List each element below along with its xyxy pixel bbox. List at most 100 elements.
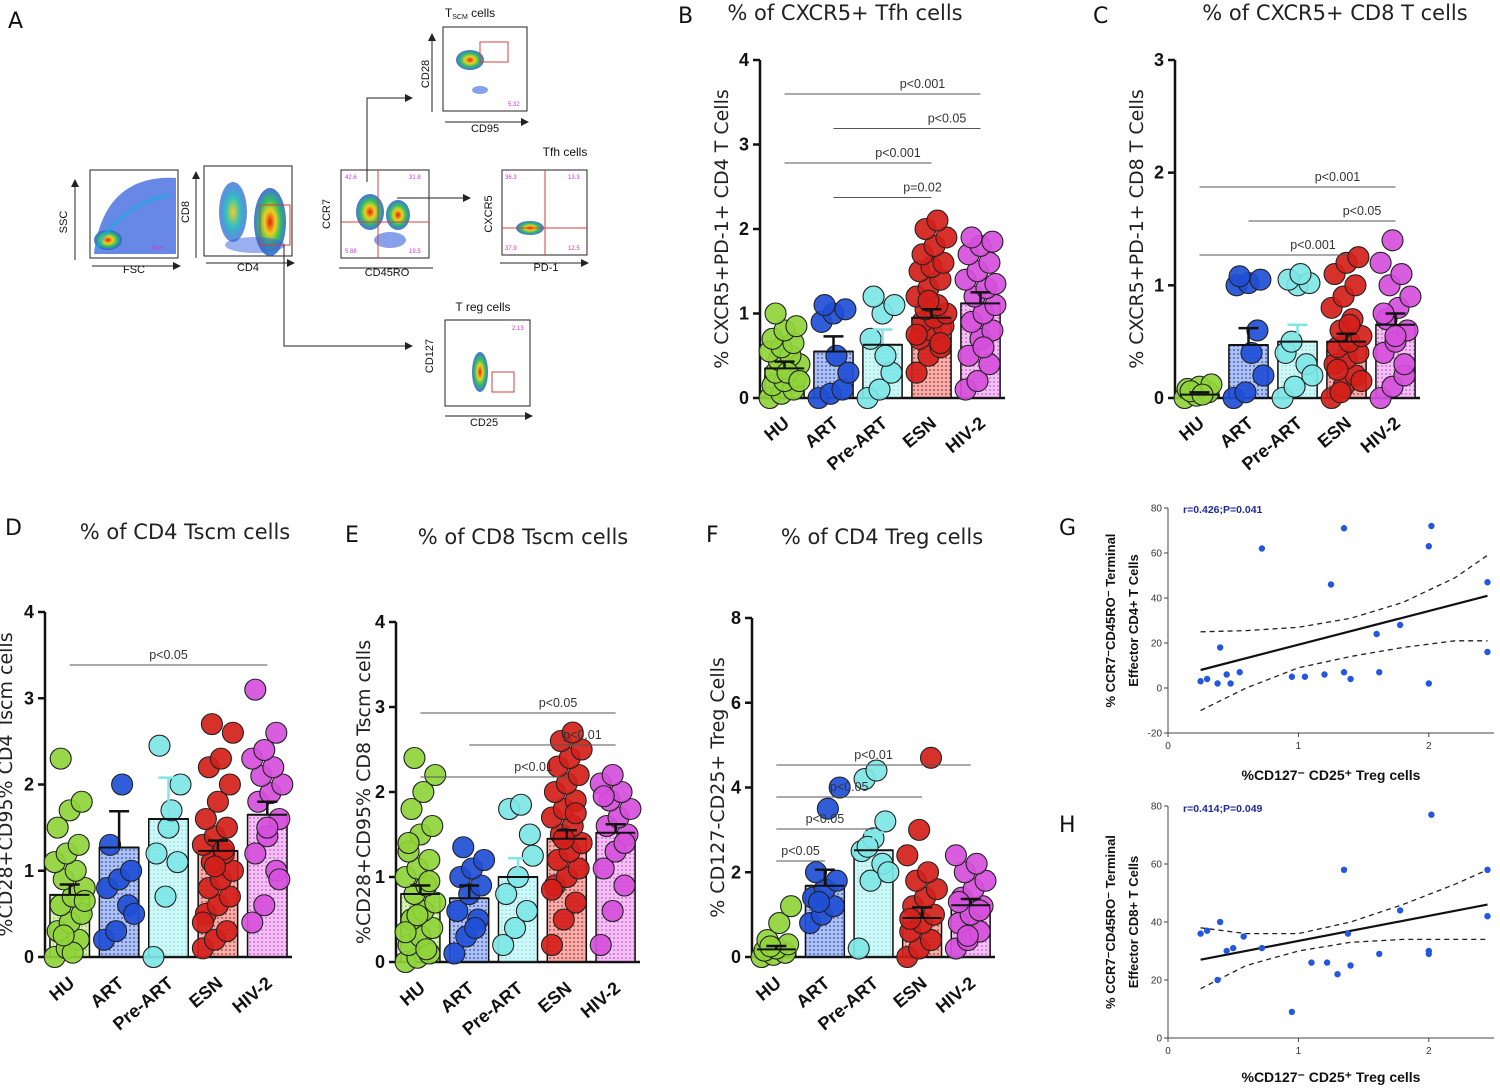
scatter-point	[1203, 927, 1211, 934]
scatter-point	[1230, 944, 1237, 952]
data-point	[540, 933, 564, 957]
y-tick-label: 1	[375, 867, 385, 887]
bar-chart-f: % of CD4 Treg cells % CD127-CD25+ Treg Ce…	[707, 525, 997, 1034]
data-point	[564, 891, 587, 914]
data-point	[859, 869, 882, 892]
data-point	[111, 773, 134, 796]
x-tick-label: 2	[1426, 1046, 1432, 1057]
data-point	[828, 776, 851, 799]
scatter-point	[1347, 675, 1354, 683]
data-point	[1384, 324, 1407, 348]
scatter-point	[1236, 669, 1243, 676]
data-point	[61, 941, 84, 964]
data-point	[412, 780, 435, 804]
x-tick-label: 0	[1165, 1046, 1171, 1057]
y-tick-label: 80	[1151, 802, 1163, 813]
data-point	[1381, 229, 1404, 252]
data-point	[64, 859, 87, 882]
data-point	[968, 899, 991, 922]
data-point	[905, 361, 928, 384]
flow-plot-tfh: Tfh cells 36.3 13.3 37.9 12.5 CXCR5 PD-1	[483, 145, 589, 274]
panel-label-c: C	[1093, 4, 1108, 29]
flow-number: 19.5	[409, 249, 421, 255]
data-point	[169, 773, 192, 796]
data-point	[926, 209, 949, 232]
data-point	[464, 916, 487, 940]
data-point	[788, 370, 811, 393]
scatter-point	[1340, 669, 1348, 676]
data-point	[218, 885, 241, 908]
data-point	[105, 920, 128, 943]
data-point	[194, 807, 217, 831]
flow-ylabel-cd28: CD28	[420, 60, 432, 88]
x-category-label: HIV-2	[577, 978, 624, 1022]
flow-xlabel-pd1: PD-1	[533, 262, 558, 274]
y-tick-label: 2	[739, 219, 749, 239]
data-point	[981, 230, 1004, 253]
data-point	[807, 890, 831, 913]
flow-xlabel-cd25: CD25	[470, 417, 498, 429]
data-point	[1246, 319, 1269, 342]
scatter-point	[1258, 545, 1266, 552]
data-point	[1283, 375, 1306, 398]
chart-title: % of CD4 Tscm cells	[80, 520, 290, 544]
scatter-point	[1288, 1008, 1296, 1016]
confidence-band-upper	[1200, 869, 1488, 935]
scatter-point	[1197, 930, 1204, 937]
y-tick-label: 8	[731, 608, 741, 628]
chart-title: % of CD4 Treg cells	[781, 525, 983, 549]
data-point	[148, 734, 171, 757]
scatter-point	[1425, 950, 1433, 958]
data-point	[804, 861, 828, 884]
data-point	[908, 818, 931, 841]
data-point	[865, 759, 888, 782]
panel-label-b: B	[678, 4, 693, 29]
data-point	[947, 890, 970, 913]
data-point	[256, 816, 279, 839]
data-point	[397, 831, 420, 855]
flow-number: 13.3	[568, 175, 580, 181]
data-point	[253, 894, 276, 917]
scatter-point	[1340, 525, 1348, 532]
data-point	[452, 836, 475, 859]
data-point	[868, 378, 891, 401]
confidence-band-lower	[1200, 938, 1488, 990]
flow-ylabel-cd127: CD127	[424, 339, 436, 373]
y-tick-label: 80	[1151, 504, 1163, 515]
p-value-label: p<0.05	[806, 812, 845, 826]
flow-number: 5.32	[508, 102, 520, 108]
x-tick-label: 2	[1426, 741, 1432, 752]
flow-ylabel-ssc: SSC	[58, 211, 70, 234]
data-point	[1393, 353, 1416, 376]
x-category-label: ESN	[1314, 413, 1355, 452]
scatter-point	[1484, 579, 1491, 586]
data-point	[1326, 358, 1349, 381]
y-tick-label: 2	[24, 775, 34, 795]
y-tick-label: 60	[1151, 549, 1163, 560]
data-point	[564, 802, 587, 825]
regression-line	[1200, 903, 1488, 961]
data-point	[215, 816, 238, 839]
data-point	[1249, 268, 1272, 291]
regression-line	[1200, 594, 1488, 672]
data-point	[1329, 381, 1352, 404]
data-point	[874, 344, 897, 367]
correlation-annotation: r=0.426;P=0.041	[1183, 504, 1263, 516]
scatter-point	[1428, 811, 1435, 818]
data-point	[244, 842, 267, 865]
x-axis-label: %CD127⁻ CD25⁺ Treg cells	[1242, 1069, 1421, 1085]
y-tick-label: 3	[739, 135, 749, 155]
data-point	[253, 738, 276, 762]
y-axis-label: % CXCR5+PD-1+ CD8 T Cells	[1126, 89, 1148, 369]
x-category-label: ART	[86, 973, 127, 1012]
data-point	[160, 799, 183, 822]
flow-plot-fsc-ssc: 90.5 SSC FSC	[58, 169, 181, 276]
data-point	[1350, 370, 1373, 393]
data-point	[816, 797, 839, 820]
data-point	[218, 773, 241, 796]
y-axis-label: Effector CD4+ T Cells	[1126, 554, 1141, 687]
data-point	[874, 810, 897, 833]
data-point	[601, 763, 624, 787]
x-tick-label: 0	[1165, 741, 1171, 752]
